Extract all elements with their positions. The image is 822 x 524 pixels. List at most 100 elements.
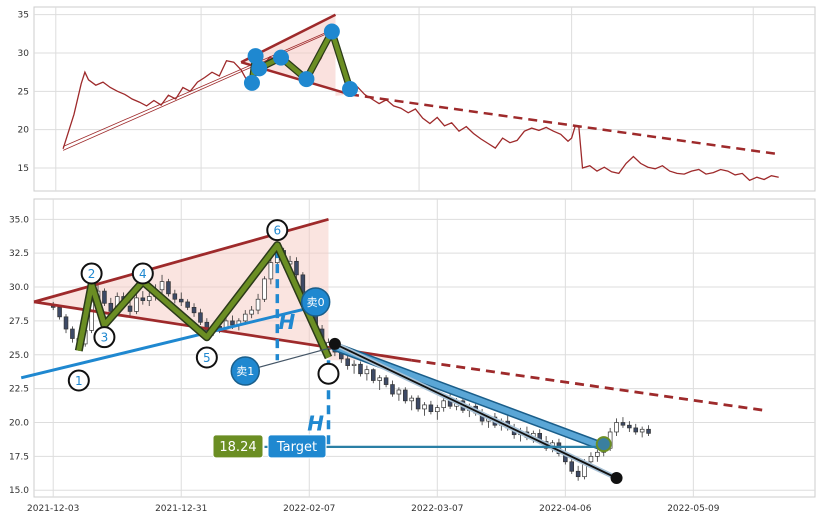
- target-badge: [267, 434, 327, 459]
- candle-body: [620, 422, 626, 426]
- candle-body: [146, 296, 152, 301]
- candles-ytick-label: 35.0: [9, 215, 29, 225]
- sell0-label: 卖0: [307, 296, 325, 309]
- sell0-marker: [300, 287, 331, 317]
- target-badge-text: Target: [276, 440, 317, 455]
- pivot-label-circle: [195, 346, 218, 369]
- projection-endpoint-marker: [328, 337, 341, 350]
- candle-body: [351, 363, 357, 366]
- candles-ytick-label: 15.0: [9, 486, 29, 496]
- candle-body: [345, 358, 350, 366]
- pivot-label-circle: [317, 362, 340, 385]
- target-marker: [595, 436, 612, 453]
- candle-body: [230, 320, 235, 326]
- overview-ytick-label: 25: [18, 87, 29, 97]
- candle-body: [255, 298, 261, 311]
- candle-body: [159, 281, 165, 291]
- candle-body: [102, 290, 107, 304]
- overview-pivot-point: [251, 60, 268, 77]
- candle-body: [191, 307, 197, 314]
- sell1-label: 卖1: [236, 365, 254, 378]
- candle-body: [633, 427, 639, 433]
- candles-panel: 2021-12-03 2021-12-31 2022-02-07 2022-03-07…: [9, 198, 816, 514]
- pivot-label-circle: [80, 262, 103, 285]
- pivot-label-circle: [266, 219, 289, 242]
- candle-body: [441, 400, 446, 408]
- candle-body: [409, 397, 414, 402]
- candles-xtick-label: 2022-03-07: [411, 504, 463, 514]
- candle-body: [127, 305, 133, 312]
- candles-projection-black: [334, 343, 617, 479]
- candle-body: [185, 301, 190, 308]
- candle-body: [396, 389, 402, 395]
- candle-body: [63, 316, 69, 330]
- overview-pivot-point: [247, 48, 264, 65]
- candle-body: [371, 369, 376, 381]
- pivot-label-text: 3: [101, 331, 109, 345]
- candles-xtick-label: 2022-02-07: [283, 504, 335, 514]
- overview-channel-diagonal: [62, 29, 333, 147]
- overview-pivot-point: [323, 23, 340, 40]
- candles-xtick-label: 2021-12-31: [155, 504, 207, 514]
- candles-xtick-label: 2022-05-09: [667, 504, 720, 514]
- overview-price-line: [62, 29, 779, 182]
- candle-body: [268, 262, 274, 280]
- candles-height-label: H: [307, 412, 324, 436]
- candle-body: [639, 428, 645, 433]
- candle-body: [415, 397, 421, 410]
- candle-body: [614, 422, 619, 433]
- candles-height-label: H: [278, 310, 295, 334]
- candle-body: [57, 307, 62, 318]
- candles-ytick-label: 25.0: [9, 351, 29, 361]
- candles-ytick-label: 27.5: [9, 317, 29, 327]
- sell1-leader: [245, 346, 336, 372]
- candle-body: [575, 470, 581, 478]
- overview-pivot-point: [342, 81, 359, 98]
- candles-ytick-label: 17.5: [9, 452, 29, 462]
- pivot-label-text: 4: [139, 267, 147, 281]
- candle-body: [249, 309, 254, 315]
- overview-ytick-label: 20: [18, 126, 30, 136]
- candle-body: [108, 302, 114, 312]
- target-value-text: 18.24: [219, 440, 256, 455]
- candle-body: [588, 456, 594, 463]
- candle-body: [198, 312, 203, 323]
- candle-body: [403, 389, 408, 402]
- candle-body: [134, 297, 139, 312]
- candle-body: [377, 377, 382, 381]
- overview-ytick-label: 15: [18, 164, 29, 174]
- pivot-label-text: 5: [203, 351, 211, 365]
- pivot-label-circle: [93, 326, 116, 349]
- pivot-label-circle: [67, 369, 90, 392]
- target-value-badge: [212, 434, 264, 459]
- overview-pivot-point: [243, 74, 260, 91]
- overview-ytick-label: 35: [18, 11, 29, 21]
- candle-body: [204, 321, 210, 331]
- pivot-label-text: 2: [88, 267, 96, 281]
- candles-ytick-label: 22.5: [9, 385, 29, 395]
- candle-body: [358, 363, 363, 375]
- overview-frame: [33, 6, 816, 192]
- pivot-label-text: 6: [273, 224, 281, 238]
- candle-body: [435, 407, 440, 413]
- pivot-label-circle: [131, 262, 154, 285]
- overview-lower-projection: [349, 93, 779, 156]
- candles-ytick-label: 32.5: [9, 249, 29, 259]
- sell1-marker: [230, 356, 261, 386]
- candle-body: [242, 313, 248, 322]
- overview-ytick-label: 30: [18, 49, 30, 59]
- candle-body: [70, 328, 75, 339]
- candles-ytick-label: 30.0: [9, 283, 29, 293]
- candle-body: [140, 297, 146, 301]
- projection-endpoint-marker: [610, 472, 623, 485]
- candle-body: [294, 260, 299, 276]
- candle-body: [364, 369, 370, 375]
- candle-body: [172, 293, 178, 300]
- candle-body: [390, 384, 395, 395]
- candles-xtick-label: 2021-12-03: [27, 504, 79, 514]
- overview-pivot-point: [273, 49, 290, 66]
- pivot-label-text: 1: [75, 374, 83, 388]
- candle-body: [422, 404, 427, 410]
